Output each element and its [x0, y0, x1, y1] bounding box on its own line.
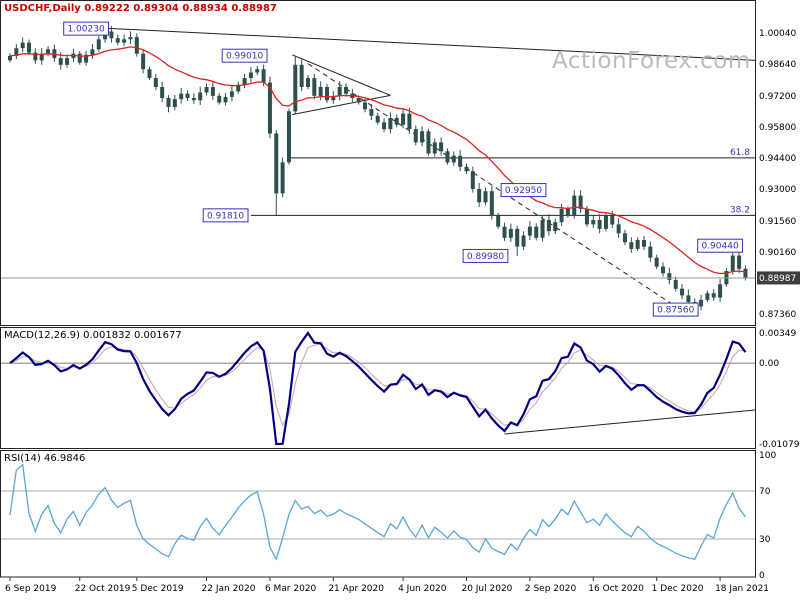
trendline	[307, 63, 676, 307]
watermark: ActionForex.com	[552, 48, 751, 74]
rsi-line	[9, 463, 746, 561]
price-annotation-label: 1.00230	[67, 25, 104, 35]
date-axis-label: 16 Oct 2020	[588, 584, 644, 594]
price-annotation-label: 0.92950	[505, 186, 542, 196]
current-price-tag	[757, 271, 800, 285]
rsi-axis-tick: 0	[759, 571, 765, 581]
price-annotation-label: 0.87560	[657, 306, 694, 316]
moving-average-line	[9, 46, 746, 275]
price-annotation-box	[63, 21, 109, 36]
fib-level-label: 61.8	[730, 148, 750, 158]
trendline	[105, 27, 757, 61]
macd-axis-tick: 0.00349	[759, 329, 796, 339]
date-axis-label: 2 Sep 2020	[525, 584, 577, 594]
price-annotation-label: 0.90440	[701, 242, 738, 252]
symbol-ohlc-header: USDCHF,Daily 0.89222 0.89304 0.88934 0.8…	[4, 3, 277, 14]
date-axis-label: 5 Dec 2019	[132, 584, 184, 594]
trendline	[292, 94, 391, 116]
price-axis-tick: 0.98640	[759, 60, 796, 70]
price-axis-tick: 0.95800	[759, 123, 796, 133]
price-axis-tick: 0.90160	[759, 248, 796, 258]
macd-line	[9, 331, 747, 446]
macd-trendline	[504, 409, 757, 435]
price-annotation-box	[202, 208, 249, 223]
macd-axis-tick: 0.00	[759, 359, 779, 369]
date-axis-label: 6 Sep 2019	[5, 584, 57, 594]
rsi-axis-tick: 100	[759, 451, 776, 461]
rsi-indicator-label: RSI(14) 46.9846	[4, 453, 86, 464]
date-axis-label: 1 Dec 2020	[652, 584, 704, 594]
fib-level-label: 38.2	[730, 205, 750, 215]
price-axis-tick: 1.00040	[759, 29, 796, 39]
date-axis-label: 22 Jan 2020	[202, 584, 256, 594]
date-axis-label: 21 Apr 2020	[328, 584, 384, 594]
panel-border	[0, 450, 756, 578]
price-annotation-box	[697, 238, 744, 253]
macd-axis-tick: -0.010793	[759, 440, 800, 450]
date-axis-label: 18 Jan 2021	[715, 584, 769, 594]
date-axis-label: 6 Mar 2020	[265, 584, 317, 594]
price-annotation-box	[462, 248, 509, 263]
trendline	[291, 54, 391, 96]
price-annotation-label: 0.89980	[467, 252, 504, 262]
price-annotation-label: 0.91810	[207, 211, 244, 221]
price-axis-tick: 0.91560	[759, 217, 796, 227]
price-axis-tick: 0.93000	[759, 185, 796, 195]
macd-signal-line	[9, 343, 746, 427]
rsi-axis-tick: 70	[759, 487, 771, 497]
price-axis-tick: 0.97200	[759, 92, 796, 102]
price-axis-tick: 0.87360	[759, 310, 796, 320]
date-axis-label: 20 Jul 2020	[461, 584, 512, 594]
price-axis-tick: 0.94400	[759, 154, 796, 164]
price-annotation-box	[652, 302, 699, 317]
panel-border	[0, 327, 756, 449]
macd-indicator-label: MACD(12,26.9) 0.001832 0.001677	[4, 330, 182, 341]
current-price-tag-label: 0.88987	[759, 274, 796, 284]
rsi-axis-tick: 30	[759, 535, 771, 545]
panel-border	[0, 0, 756, 326]
price-annotation-label: 0.99010	[226, 52, 263, 62]
price-annotation-box	[500, 183, 547, 198]
date-axis-label: 22 Oct 2019	[75, 584, 131, 594]
date-axis-label: 4 Jun 2020	[398, 584, 447, 594]
price-annotation-box	[221, 48, 268, 63]
